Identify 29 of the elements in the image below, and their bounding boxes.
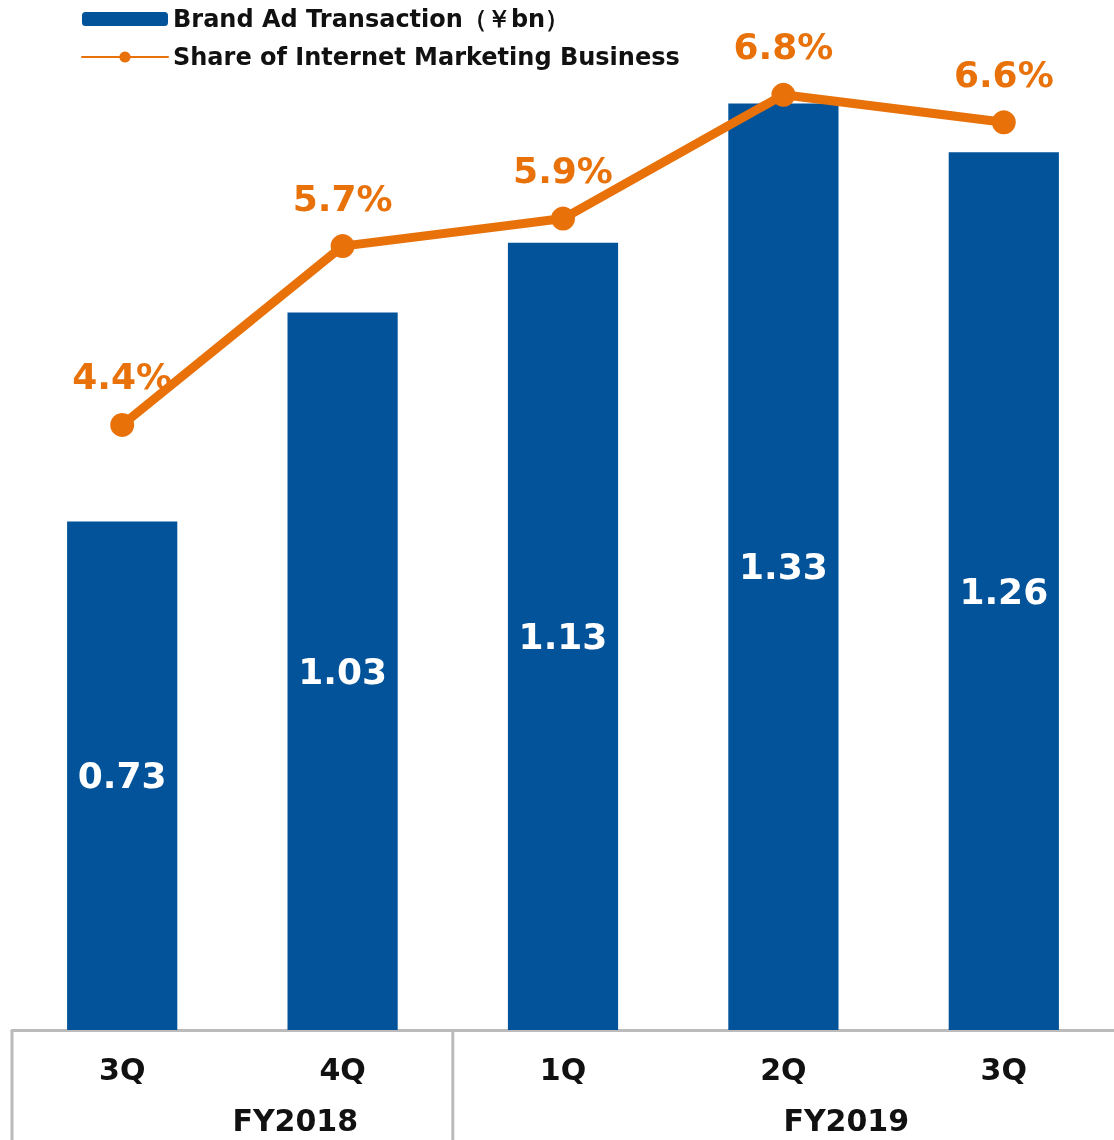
x-tick-label: 1Q — [539, 1051, 587, 1087]
x-tick-label: 2Q — [760, 1051, 807, 1087]
data-label: 4.4% — [72, 356, 173, 398]
data-label: 1.03 — [298, 650, 388, 692]
text: FY2018 — [232, 1102, 359, 1138]
x-tick-label: 3Q — [99, 1051, 146, 1087]
data-label: 5.9% — [513, 150, 613, 192]
text: FY2019 — [783, 1102, 910, 1138]
point — [330, 234, 355, 259]
bar — [287, 312, 398, 1030]
point — [551, 206, 575, 231]
point — [110, 412, 135, 437]
data-label: 6.6% — [953, 53, 1054, 95]
bar — [67, 521, 178, 1030]
bar — [728, 103, 839, 1030]
data-label: 6.8% — [733, 26, 834, 68]
legend-label: Brand Ad Transaction（￥bn） — [173, 5, 570, 33]
point — [991, 110, 1016, 135]
point — [771, 82, 796, 107]
legend-label: Share of Internet Marketing Business — [173, 43, 680, 71]
data-label: 1.26 — [959, 570, 1049, 612]
data-label: 0.73 — [77, 755, 167, 797]
x-tick-label: 4Q — [319, 1051, 366, 1087]
data-label: 1.33 — [738, 546, 828, 588]
bar — [948, 152, 1059, 1030]
data-label: 5.7% — [292, 177, 393, 219]
data-label: 1.13 — [518, 615, 608, 657]
bar — [507, 242, 619, 1030]
x-tick-label: 3Q — [980, 1051, 1027, 1087]
